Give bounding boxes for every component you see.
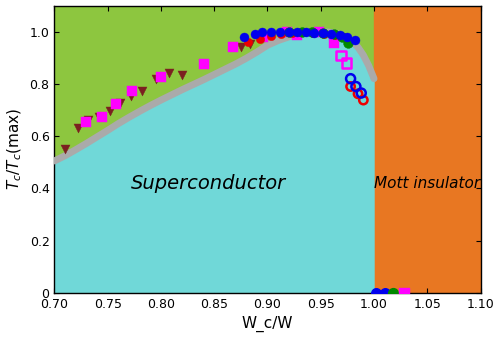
Point [282, 29, 290, 34]
Point [244, 40, 252, 45]
Point [352, 84, 360, 89]
Point [328, 31, 336, 37]
Point [338, 35, 346, 40]
Point [298, 30, 306, 35]
Point [258, 29, 266, 34]
Point [380, 290, 388, 295]
Point [298, 29, 306, 34]
Point [256, 36, 264, 42]
Point [230, 45, 237, 50]
Y-axis label: $T_c/T_c$(max): $T_c/T_c$(max) [6, 108, 24, 190]
Point [128, 88, 136, 94]
Text: Mott insulator: Mott insulator [374, 176, 480, 191]
Point [337, 52, 345, 58]
Point [278, 31, 285, 37]
Point [152, 76, 160, 82]
Point [266, 29, 274, 34]
Point [157, 75, 165, 80]
Point [288, 30, 296, 35]
Text: Superconductor: Superconductor [132, 174, 286, 193]
Point [285, 29, 293, 34]
Point [360, 97, 368, 103]
Point [346, 76, 354, 81]
Point [106, 108, 114, 113]
Point [344, 34, 351, 40]
Point [178, 72, 186, 77]
Point [354, 91, 362, 97]
Point [302, 30, 310, 35]
Point [166, 71, 173, 76]
Point [285, 29, 293, 34]
Point [200, 61, 207, 66]
X-axis label: W_c/W: W_c/W [242, 316, 293, 333]
Point [319, 30, 327, 36]
Point [276, 29, 284, 34]
Point [240, 35, 248, 40]
Point [116, 101, 124, 106]
Point [294, 29, 302, 35]
Point [127, 94, 135, 99]
Point [342, 60, 350, 66]
Point [259, 35, 267, 40]
Point [82, 119, 90, 124]
Point [400, 290, 408, 295]
Point [319, 30, 327, 36]
Point [346, 84, 354, 89]
Point [330, 31, 338, 37]
Point [344, 40, 352, 45]
Point [266, 34, 274, 39]
Point [372, 290, 380, 295]
Point [308, 29, 316, 35]
Point [74, 126, 82, 131]
Point [330, 41, 338, 46]
Bar [374, 5, 480, 293]
Point [84, 118, 92, 123]
Point [340, 35, 348, 40]
Point [389, 290, 397, 295]
Point [112, 101, 120, 107]
Point [246, 42, 254, 47]
Point [294, 32, 302, 38]
Point [310, 30, 318, 35]
Point [250, 31, 258, 37]
Point [336, 32, 344, 38]
Point [314, 29, 322, 34]
Polygon shape [54, 32, 374, 293]
Point [138, 89, 145, 94]
Point [330, 32, 338, 38]
Point [237, 45, 245, 50]
Point [351, 37, 359, 43]
Point [61, 146, 69, 152]
Point [95, 115, 103, 120]
Point [98, 114, 106, 119]
Point [320, 31, 328, 37]
Point [310, 30, 318, 36]
Point [357, 90, 365, 96]
